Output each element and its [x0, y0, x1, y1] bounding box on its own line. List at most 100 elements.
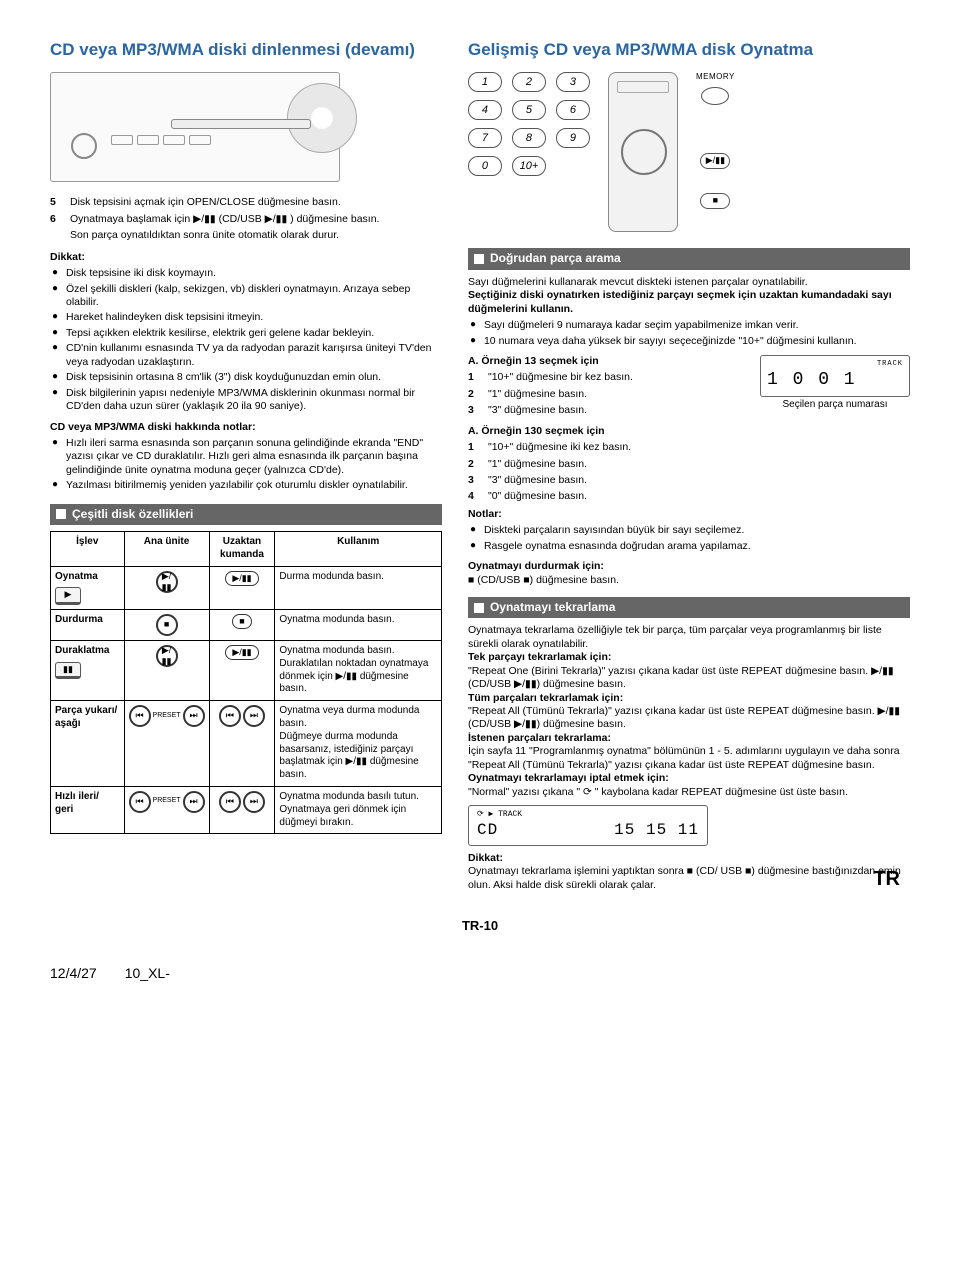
repeat-subheading: İstenen parçaları tekrarlama:	[468, 732, 910, 745]
lcd-track-display: TRACK 1 0 0 1 Seçilen parça numarası	[760, 355, 910, 412]
table-row: Duraklatma▮▮▶/▮▮▶/▮▮Oynatma modunda bası…	[51, 640, 442, 700]
after-steps-note: Son parça oynatıldıktan sonra ünite otom…	[50, 229, 442, 242]
stop-playback-heading: Oynatmayı durdurmak için:	[468, 560, 910, 573]
lcd-repeat-display: ⟳ ▶ TRACK CD15 15 11	[468, 805, 708, 846]
num-2[interactable]: 2	[512, 72, 546, 92]
table-row: Parça yukarı/ aşağı⏮PRESET⏭⏮⏭Oynatma vey…	[51, 701, 442, 787]
repeat-subheading: Tüm parçaları tekrarlamak için:	[468, 692, 910, 705]
step-num: 2	[468, 388, 482, 401]
step-num: 6	[50, 213, 64, 226]
step-text: "10+" düğmesine iki kez basın.	[488, 441, 910, 454]
lang-badge: TR	[873, 867, 900, 893]
left-title: CD veya MP3/WMA diski dinlenmesi (devamı…	[50, 40, 442, 60]
section-bar-label: Oynatmayı tekrarlama	[490, 600, 615, 615]
dikkat-heading: Dikkat:	[50, 251, 442, 264]
repeat-subbody: "Normal" yazısı çıkana " ⟳ " kaybolana k…	[468, 786, 910, 799]
th-remote: Uzaktan kumanda	[209, 532, 275, 567]
list-item: Rasgele oynatma esnasında doğrudan arama…	[484, 540, 910, 553]
lcd-caption: Seçilen parça numarası	[760, 399, 910, 412]
table-row: Durdurma■■Oynatma modunda basın.	[51, 609, 442, 640]
notes-list: ●Hızlı ileri sarma esnasında son parçanı…	[50, 436, 442, 494]
list-item: Tepsi açıkken elektrik kesilirse, elektr…	[66, 327, 442, 340]
remote-figure: 1 2 3 4 5 6 7 8 9 0 10+ MEMORY	[468, 72, 910, 232]
step-text: "0" düğmesine basın.	[488, 490, 910, 503]
table-row: Oynatma▶▶/▮▮▶/▮▮Durma modunda basın.	[51, 566, 442, 609]
repeat-subbody: İçin sayfa 11 "Programlanmış oynatma" bö…	[468, 745, 910, 772]
cd-device-figure	[50, 72, 340, 182]
step-num: 1	[468, 371, 482, 384]
list-item: Disk tepsisine iki disk koymayın.	[66, 267, 442, 280]
notes-heading: CD veya MP3/WMA diski hakkında notlar:	[50, 421, 442, 434]
step-text: "10+" düğmesine bir kez basın.	[488, 371, 748, 384]
dikkat2-body: Oynatmayı tekrarlama işlemini yaptıktan …	[468, 865, 910, 892]
step-num: 5	[50, 196, 64, 209]
section-bar-label: Doğrudan parça arama	[490, 251, 621, 266]
list-item: Özel şekilli diskleri (kalp, sekizgen, v…	[66, 283, 442, 310]
list-item: Hızlı ileri sarma esnasında son parçanın…	[66, 437, 442, 477]
num-8[interactable]: 8	[512, 128, 546, 148]
repeat-subheading: Tek parçayı tekrarlamak için:	[468, 651, 910, 664]
step-text: "1" düğmesine basın.	[488, 388, 748, 401]
step-text: Oynatmaya başlamak için ▶/▮▮ (CD/USB ▶/▮…	[70, 213, 442, 226]
memory-button[interactable]	[701, 87, 729, 105]
num-5[interactable]: 5	[512, 100, 546, 120]
section-bar-repeat: Oynatmayı tekrarlama	[468, 597, 910, 618]
memory-label: MEMORY	[696, 72, 735, 82]
section-bar-left: Çeşitli disk özellikleri	[50, 504, 442, 525]
th-func: İşlev	[51, 532, 125, 567]
file-stamp: 10_XL-	[125, 965, 170, 983]
list-item: Yazılması bitirilmemiş yeniden yazılabil…	[66, 479, 442, 492]
functions-table: İşlev Ana ünite Uzaktan kumanda Kullanım…	[50, 531, 442, 834]
num-0[interactable]: 0	[468, 156, 502, 176]
step-num: 1	[468, 441, 482, 454]
list-item: CD'nin kullanımı esnasında TV ya da rady…	[66, 342, 442, 369]
section-bar-label: Çeşitli disk özellikleri	[72, 507, 193, 522]
list-item: Disk tepsisinin ortasına 8 cm'lik (3") d…	[66, 371, 442, 384]
step-text: Disk tepsisini açmak için OPEN/CLOSE düğ…	[70, 196, 442, 209]
remote-side: MEMORY ▶/▮▮ ■	[696, 72, 735, 208]
repeat-subbody: "Repeat One (Birini Tekrarla)" yazısı çı…	[468, 665, 910, 692]
notlar-heading: Notlar:	[468, 508, 910, 521]
list-item: Diskteki parçaların sayısından büyük bir…	[484, 524, 910, 537]
footer-stamps: 12/4/27 10_XL-	[50, 965, 910, 983]
step-num: 3	[468, 404, 482, 417]
num-1[interactable]: 1	[468, 72, 502, 92]
repeat-intro: Oynatmaya tekrarlama özelliğiyle tek bir…	[468, 624, 910, 651]
repeat-subheading: Oynatmayı tekrarlamayı iptal etmek için:	[468, 772, 910, 785]
right-column: Gelişmiş CD veya MP3/WMA disk Oynatma 1 …	[468, 40, 910, 892]
repeat-subbody: "Repeat All (Tümünü Tekrarla)" yazısı çı…	[468, 705, 910, 732]
remote-body	[608, 72, 678, 232]
play-pause-button[interactable]: ▶/▮▮	[700, 153, 730, 169]
table-row: Hızlı ileri/ geri⏮PRESET⏭⏮⏭Oynatma modun…	[51, 786, 442, 833]
example-13-title: A. Örneğin 13 seçmek için	[468, 355, 748, 368]
stop-button[interactable]: ■	[700, 193, 730, 209]
num-4[interactable]: 4	[468, 100, 502, 120]
steps-5-6: 5 Disk tepsisini açmak için OPEN/CLOSE dü…	[50, 196, 442, 242]
direct-intro-1: Sayı düğmelerini kullanarak mevcut diskt…	[468, 276, 910, 289]
step-num: 2	[468, 458, 482, 471]
list-item: 10 numara veya daha yüksek bir sayıyı se…	[484, 335, 910, 348]
step-text: "1" düğmesine basın.	[488, 458, 910, 471]
list-item: Hareket halindeyken disk tepsisini itmey…	[66, 311, 442, 324]
list-item: Disk bilgilerinin yapısı nedeniyle MP3/W…	[66, 387, 442, 414]
num-10plus[interactable]: 10+	[512, 156, 546, 176]
dikkat2-heading: Dikkat:	[468, 852, 910, 865]
th-unit: Ana ünite	[124, 532, 209, 567]
direct-intro-2: Seçtiğiniz diski oynatırken istediğiniz …	[468, 289, 910, 316]
dikkat-list: ●Disk tepsisine iki disk koymayın. ●Özel…	[50, 266, 442, 414]
num-6[interactable]: 6	[556, 100, 590, 120]
step-text: "3" düğmesine basın.	[488, 404, 748, 417]
num-3[interactable]: 3	[556, 72, 590, 92]
step-num: 4	[468, 490, 482, 503]
step-num: 3	[468, 474, 482, 487]
step-text: "3" düğmesine basın.	[488, 474, 910, 487]
list-item: Sayı düğmeleri 9 numaraya kadar seçim ya…	[484, 319, 910, 332]
section-bar-direct: Doğrudan parça arama	[468, 248, 910, 269]
num-9[interactable]: 9	[556, 128, 590, 148]
left-column: CD veya MP3/WMA diski dinlenmesi (devamı…	[50, 40, 442, 892]
page-number: TR-10	[50, 918, 910, 935]
date-stamp: 12/4/27	[50, 965, 97, 983]
stop-playback-body: ■ (CD/USB ■) düğmesine basın.	[468, 574, 910, 587]
num-7[interactable]: 7	[468, 128, 502, 148]
example-130-title: A. Örneğin 130 seçmek için	[468, 425, 910, 438]
